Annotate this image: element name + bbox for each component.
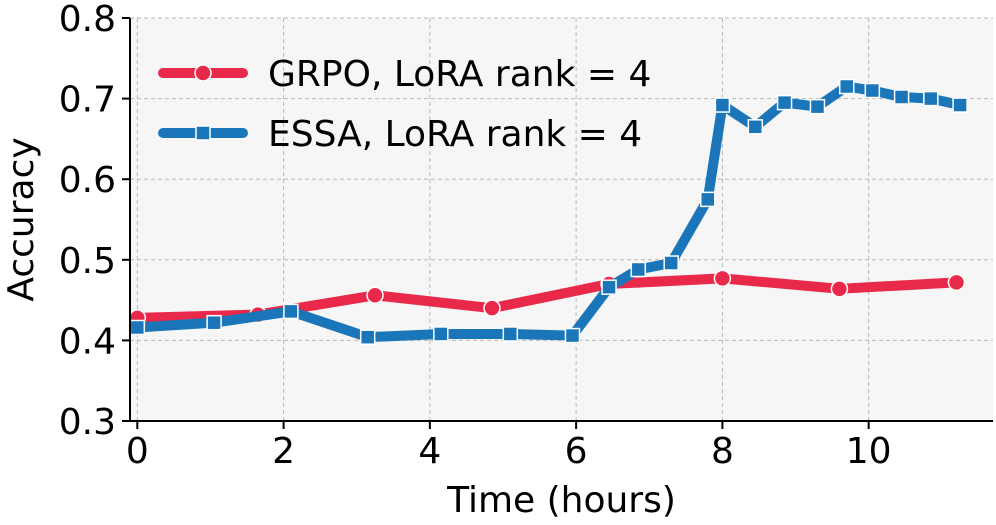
series-layer: [128, 78, 968, 345]
x-tick-label: 6: [565, 431, 588, 472]
y-axis-label: Accuracy: [1, 137, 42, 301]
y-tick-label: 0.3: [59, 402, 116, 443]
data-point: [809, 98, 826, 115]
data-point: [713, 269, 732, 288]
legend: GRPO, LoRA rank = 4 ESSA, LoRA rank = 4: [158, 54, 651, 155]
legend-marker: [195, 125, 211, 141]
data-point: [747, 119, 764, 135]
legend-marker: [194, 64, 212, 82]
data-point: [502, 326, 519, 342]
data-point: [564, 327, 581, 344]
axes: [129, 18, 993, 422]
y-tick-label: 0.5: [59, 241, 116, 282]
x-tick-label: 10: [846, 431, 892, 472]
legend-entry: GRPO, LoRA rank = 4: [158, 54, 651, 95]
data-point: [483, 299, 501, 317]
y-tick-label: 0.7: [59, 80, 116, 121]
y-tick-label: 0.6: [59, 160, 116, 201]
x-tick-label: 4: [418, 431, 441, 472]
legend-label: ESSA, LoRA rank = 4: [268, 114, 642, 155]
legend-entry: ESSA, LoRA rank = 4: [158, 114, 642, 155]
data-point: [366, 286, 384, 305]
data-point: [714, 97, 731, 113]
data-point: [283, 303, 299, 320]
data-point: [838, 78, 855, 95]
x-tick-label: 2: [272, 431, 295, 472]
x-tick-label: 8: [711, 431, 734, 472]
ticks: 0 2 4 6 8 10 0.3 0.4 0.5 0.6 0.7 0.8: [59, 0, 892, 472]
data-point: [433, 326, 449, 342]
data-point: [864, 82, 881, 99]
legend-label: GRPO, LoRA rank = 4: [268, 54, 651, 95]
x-tick-label: 0: [126, 431, 149, 472]
data-point: [923, 90, 939, 107]
y-tick-label: 0.4: [59, 321, 116, 362]
x-axis-label: Time (hours): [446, 480, 676, 521]
data-point: [129, 319, 146, 336]
data-point: [947, 273, 966, 292]
data-point: [776, 94, 793, 111]
data-point: [601, 279, 617, 295]
data-point: [893, 89, 910, 105]
data-point: [952, 97, 968, 113]
series-1: [129, 78, 968, 345]
data-point: [206, 314, 222, 331]
data-point: [663, 255, 679, 271]
y-tick-label: 0.8: [59, 0, 116, 40]
data-point: [830, 280, 849, 298]
data-point: [359, 329, 376, 345]
data-point: [630, 261, 647, 278]
data-point: [700, 191, 716, 208]
